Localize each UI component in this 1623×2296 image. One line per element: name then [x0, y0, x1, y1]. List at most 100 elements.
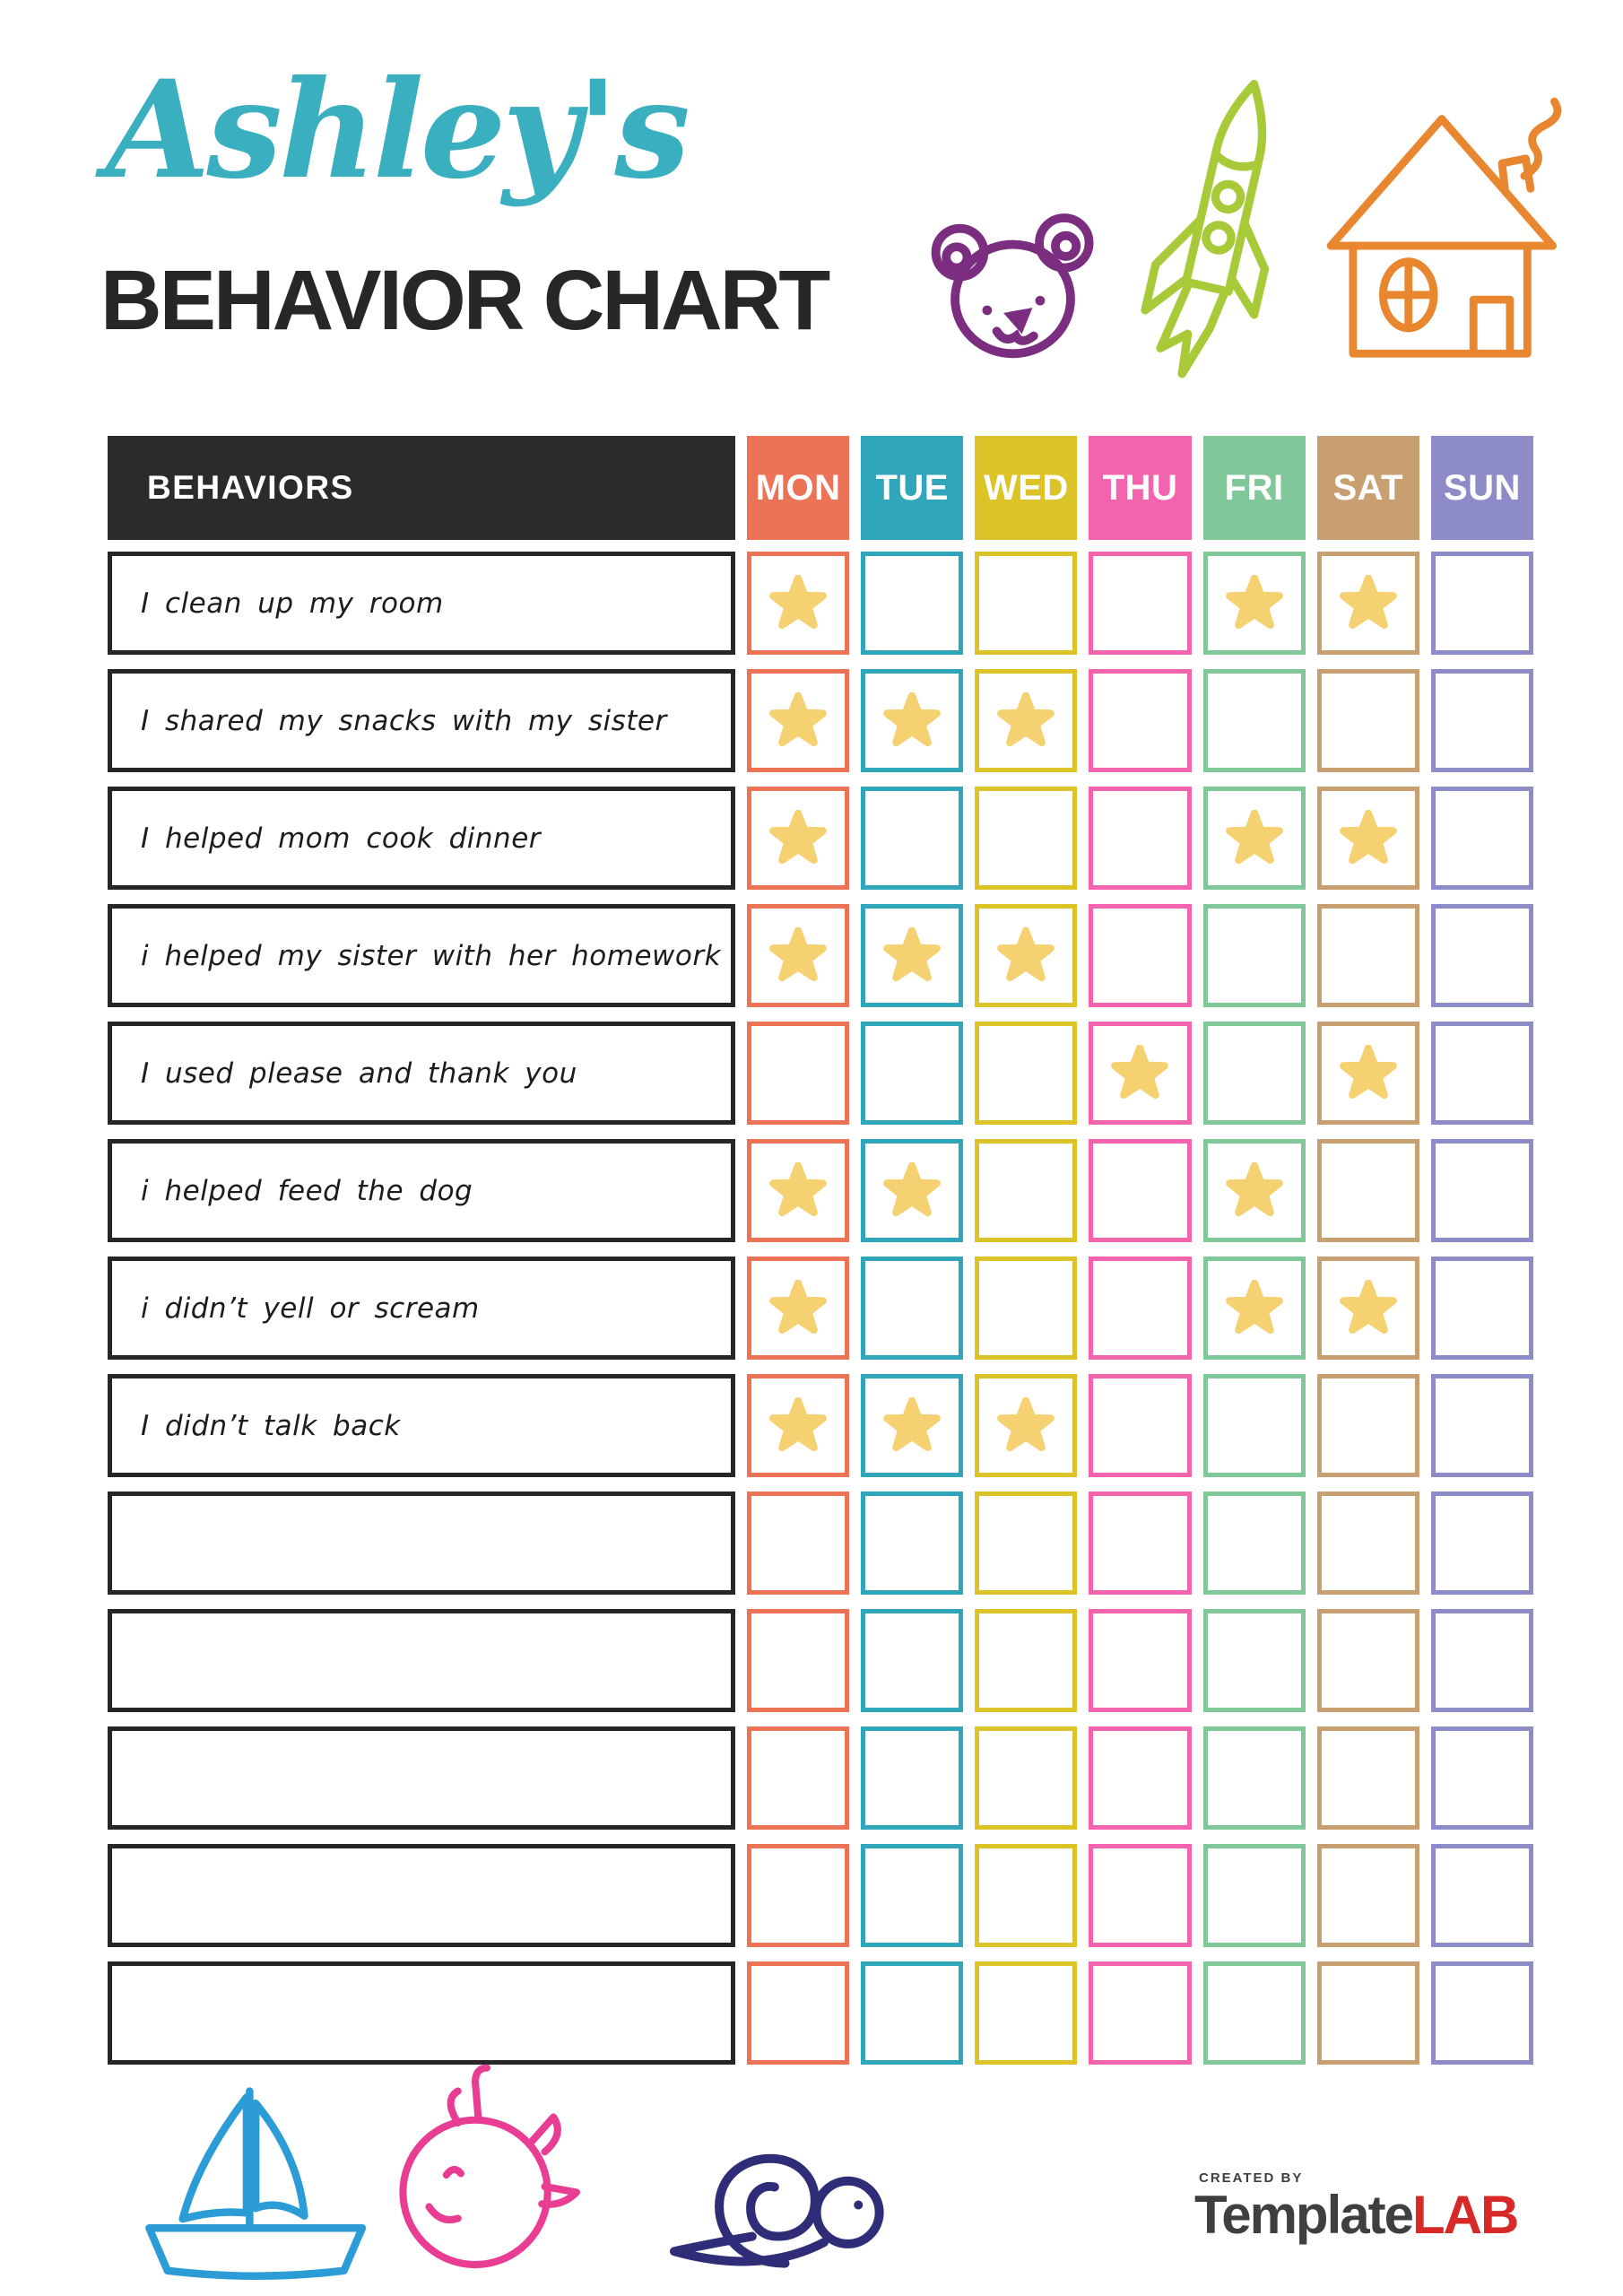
- star-cell-tue: [861, 669, 964, 772]
- star-cell-wed: [975, 1961, 1078, 2065]
- behavior-row: I used please and thank you: [108, 1022, 1533, 1125]
- rocket-icon: [1126, 70, 1311, 405]
- star-cell-wed: [975, 787, 1078, 890]
- star-cell-sat: [1316, 1961, 1419, 2065]
- behavior-label: i didn’t yell or scream: [108, 1257, 735, 1360]
- behavior-label: [108, 1726, 735, 1830]
- star-cell-fri: [1202, 1374, 1306, 1477]
- day-header-mon: MON: [747, 436, 850, 540]
- star-icon: [1225, 1279, 1283, 1334]
- star-cell-sun: [1430, 1257, 1533, 1360]
- day-header-thu: THU: [1089, 436, 1192, 540]
- behavior-row: I helped mom cook dinner: [108, 787, 1533, 890]
- star-cell-thu: [1089, 787, 1192, 890]
- star-cell-mon: [747, 787, 850, 890]
- whale-icon: [386, 2059, 595, 2283]
- star-cell-sun: [1430, 1022, 1533, 1125]
- behavior-label: I helped mom cook dinner: [108, 787, 735, 890]
- star-cell-sun: [1430, 1961, 1533, 2065]
- star-cell-mon: [747, 1844, 850, 1947]
- day-header-tue: TUE: [861, 436, 964, 540]
- star-icon: [1339, 809, 1397, 864]
- star-cell-mon: [747, 1609, 850, 1712]
- star-cell-sun: [1430, 787, 1533, 890]
- star-icon: [769, 809, 827, 864]
- logo-brand: TemplateLAB: [1194, 2185, 1519, 2245]
- star-icon: [769, 574, 827, 629]
- star-cell-thu: [1089, 1022, 1192, 1125]
- logo-created-by: CREATED BY: [1199, 2170, 1304, 2186]
- page-title: BEHAVIOR CHART: [100, 253, 830, 348]
- star-icon: [997, 926, 1055, 981]
- star-cell-fri: [1202, 1139, 1306, 1242]
- star-cell-fri: [1202, 552, 1306, 655]
- star-cell-thu: [1089, 1492, 1192, 1595]
- star-cell-tue: [861, 904, 964, 1007]
- behavior-row: [108, 1609, 1533, 1712]
- star-cell-wed: [975, 1139, 1078, 1242]
- day-header-fri: FRI: [1202, 436, 1306, 540]
- logo-brand-dark: Template: [1194, 2185, 1414, 2245]
- star-cell-sat: [1316, 1139, 1419, 1242]
- star-icon: [1339, 1044, 1397, 1099]
- behavior-row: [108, 1844, 1533, 1947]
- behavior-label: I clean up my room: [108, 552, 735, 655]
- star-cell-wed: [975, 1609, 1078, 1712]
- star-cell-sat: [1316, 669, 1419, 772]
- star-cell-wed: [975, 1022, 1078, 1125]
- day-header-sat: SAT: [1316, 436, 1419, 540]
- behavior-chart-table: BEHAVIORS MON TUE WED THU FRI SAT SUN I clean …: [108, 436, 1533, 2079]
- star-icon: [1111, 1044, 1169, 1099]
- star-icon: [883, 691, 942, 746]
- star-cell-tue: [861, 1609, 964, 1712]
- templatelab-logo: CREATED BY TemplateLAB: [1194, 2170, 1519, 2245]
- star-cell-thu: [1089, 1139, 1192, 1242]
- star-icon: [883, 1396, 942, 1451]
- star-cell-wed: [975, 1257, 1078, 1360]
- star-cell-thu: [1089, 1257, 1192, 1360]
- chart-rows: I clean up my room I shared my snacks wi…: [108, 552, 1533, 2065]
- star-cell-wed: [975, 1492, 1078, 1595]
- star-cell-fri: [1202, 904, 1306, 1007]
- star-cell-mon: [747, 669, 850, 772]
- behavior-label: [108, 1961, 735, 2065]
- star-cell-fri: [1202, 787, 1306, 890]
- behavior-row: [108, 1961, 1533, 2065]
- star-icon: [769, 926, 827, 981]
- star-cell-tue: [861, 1139, 964, 1242]
- star-cell-tue: [861, 1257, 964, 1360]
- star-icon: [883, 926, 942, 981]
- star-cell-mon: [747, 1374, 850, 1477]
- star-cell-sun: [1430, 1609, 1533, 1712]
- star-cell-mon: [747, 904, 850, 1007]
- star-cell-sat: [1316, 1492, 1419, 1595]
- star-icon: [997, 691, 1055, 746]
- star-cell-wed: [975, 669, 1078, 772]
- star-cell-sat: [1316, 904, 1419, 1007]
- star-cell-wed: [975, 1726, 1078, 1830]
- star-cell-fri: [1202, 1726, 1306, 1830]
- behavior-row: I didn’t talk back: [108, 1374, 1533, 1477]
- star-cell-fri: [1202, 1609, 1306, 1712]
- star-cell-thu: [1089, 904, 1192, 1007]
- behavior-label: I shared my snacks with my sister: [108, 669, 735, 772]
- chart-header-row: BEHAVIORS MON TUE WED THU FRI SAT SUN: [108, 436, 1533, 540]
- star-cell-wed: [975, 1374, 1078, 1477]
- behavior-label: i helped feed the dog: [108, 1139, 735, 1242]
- star-cell-mon: [747, 552, 850, 655]
- star-cell-sun: [1430, 904, 1533, 1007]
- star-cell-sun: [1430, 669, 1533, 772]
- star-cell-sat: [1316, 1257, 1419, 1360]
- star-cell-mon: [747, 1492, 850, 1595]
- star-cell-fri: [1202, 1257, 1306, 1360]
- star-icon: [1225, 574, 1283, 629]
- star-icon: [883, 1161, 942, 1216]
- behavior-label: i helped my sister with her homework: [108, 904, 735, 1007]
- star-cell-sat: [1316, 1022, 1419, 1125]
- star-cell-sun: [1430, 1844, 1533, 1947]
- star-cell-tue: [861, 1961, 964, 2065]
- behavior-row: I clean up my room: [108, 552, 1533, 655]
- behaviors-header: BEHAVIORS: [108, 436, 735, 540]
- day-header-wed: WED: [975, 436, 1078, 540]
